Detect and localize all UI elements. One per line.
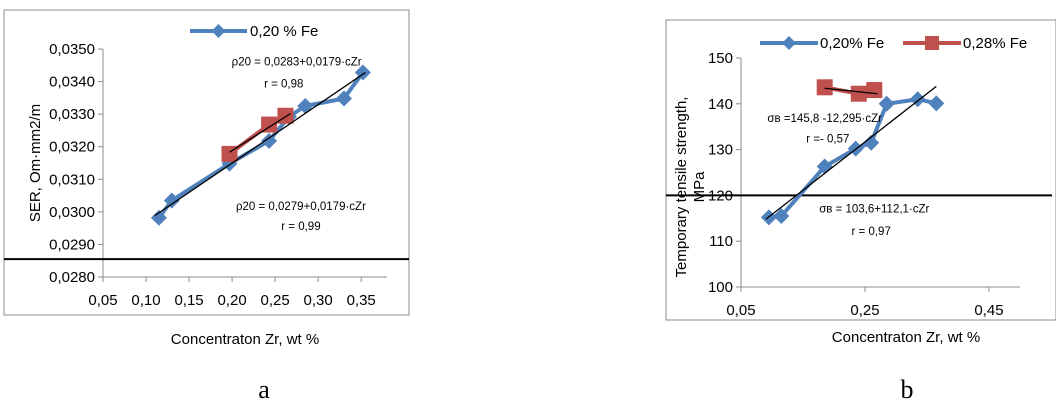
chart-panel-a: 0,0280 0,0290 0,0300 0,0310 0,0320 0,0330 0,03… — [3, 9, 410, 404]
data-point-diamond — [878, 95, 895, 112]
x-axis-title: Concentraton Zr, wt % — [171, 331, 319, 348]
trend-line — [229, 112, 291, 153]
y-axis-title: SER, Om·mm2/m — [27, 104, 44, 222]
x-tick-label: 0,10 — [131, 292, 160, 309]
y-tick-label: 150 — [708, 50, 733, 67]
y-tick-label: 0,0340 — [49, 74, 95, 91]
legend-label: 0,28% Fe — [963, 35, 1027, 52]
x-tick-label: 0,15 — [174, 292, 203, 309]
y-tick-label: 110 — [709, 233, 733, 250]
data-point-diamond — [928, 95, 945, 112]
legend-marker-square — [925, 36, 939, 50]
data-point-square — [850, 85, 867, 102]
trend-line — [154, 71, 366, 217]
y-tick-label: 0,0320 — [49, 139, 95, 156]
data-point-square — [816, 79, 833, 96]
y-tick-label: 0,0290 — [49, 236, 95, 253]
legend-marker-diamond — [211, 24, 226, 38]
y-tick-label: 0,0330 — [49, 106, 95, 123]
y-axis-title-line: Temporary tensile strength, — [673, 97, 690, 278]
regression-annotation: r = 0,98 — [264, 78, 303, 90]
data-point-square — [866, 82, 883, 99]
x-tick-label: 0,25 — [850, 302, 879, 319]
regression-annotation: ρ20 = 0,0279+0,0179·cZr — [236, 201, 366, 213]
x-tick-label: 0,25 — [261, 292, 290, 309]
regression-annotation: σв =145,8 -12,295·cZr — [767, 113, 882, 125]
regression-annotation: r =- 0,57 — [806, 134, 849, 146]
data-point-diamond — [163, 192, 180, 209]
y-tick-label: 0,0280 — [49, 269, 95, 286]
x-tick-label: 0,45 — [974, 302, 1003, 319]
trend-line — [765, 85, 937, 220]
regression-annotation: σв = 103,6+112,1·cZr — [819, 203, 929, 215]
x-tick-label: 0,20 — [217, 292, 246, 309]
chart-frame — [665, 19, 1056, 321]
x-tick-label: 0,05 — [726, 302, 755, 319]
data-point-square — [277, 107, 294, 124]
x-tick-label: 0,05 — [88, 292, 117, 309]
x-tick-label: 0,30 — [304, 292, 333, 309]
y-tick-label: 130 — [708, 142, 733, 159]
data-point-diamond — [773, 208, 790, 225]
data-point-diamond — [863, 134, 880, 151]
panel-caption: a — [258, 375, 270, 404]
x-axis-title: Concentraton Zr, wt % — [832, 329, 980, 346]
panel-caption: b — [901, 375, 914, 404]
data-point-diamond — [150, 209, 167, 226]
y-axis-title-line: MPa — [691, 171, 708, 203]
chart-frame — [3, 9, 410, 316]
y-tick-label: 0,0350 — [49, 41, 95, 58]
regression-annotation: r = 0,99 — [281, 221, 320, 233]
trend-line — [824, 87, 878, 95]
y-tick-label: 140 — [708, 96, 733, 113]
y-tick-label: 100 — [708, 279, 733, 296]
legend-marker-diamond — [782, 36, 796, 50]
regression-annotation: r = 0,97 — [852, 226, 891, 238]
data-point-diamond — [261, 132, 278, 149]
x-tick-label: 0,35 — [347, 292, 376, 309]
data-point-diamond — [335, 90, 352, 107]
data-point-square — [261, 116, 278, 133]
legend-label: 0,20 % Fe — [250, 23, 318, 40]
regression-annotation: ρ20 = 0,0283+0,0179·cZr — [232, 56, 362, 68]
y-tick-label: 0,0300 — [49, 204, 95, 221]
y-tick-label: 0,0310 — [49, 171, 95, 188]
legend-label: 0,20% Fe — [820, 35, 884, 52]
